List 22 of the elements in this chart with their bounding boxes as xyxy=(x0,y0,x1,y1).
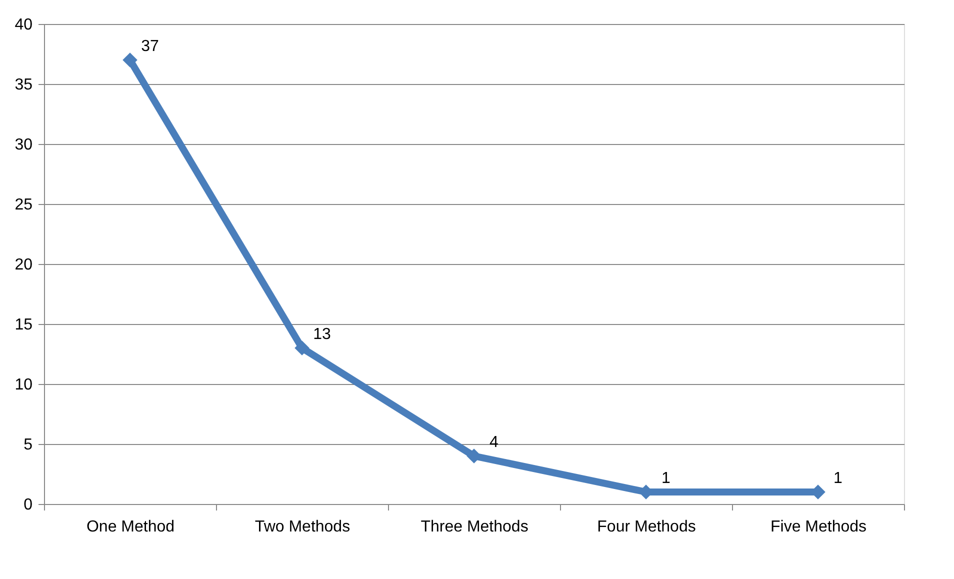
point xyxy=(466,448,482,464)
y-tick-label: 35 xyxy=(14,76,33,94)
data-label: 1 xyxy=(834,470,843,487)
data-label: 1 xyxy=(662,470,671,487)
point xyxy=(294,340,310,356)
y-tick-label: 20 xyxy=(14,256,33,274)
x-tick-label: Three Methods xyxy=(420,518,528,536)
x-tick-label: Four Methods xyxy=(597,518,696,536)
y-tick-label: 15 xyxy=(14,316,33,334)
point xyxy=(122,52,138,68)
y-tick-label: 5 xyxy=(24,436,33,454)
y-tick-label: 30 xyxy=(14,136,33,154)
y-tick-label: 0 xyxy=(24,496,33,514)
y-tick-label: 25 xyxy=(14,196,33,214)
x-tick-label: Five Methods xyxy=(770,518,867,536)
x-tick-label: One Method xyxy=(86,518,175,536)
x-tick-label: Two Methods xyxy=(254,518,350,536)
y-tick-label: 10 xyxy=(14,376,33,394)
y-tick-label: 40 xyxy=(14,16,33,34)
data-label: 13 xyxy=(313,326,331,343)
data-label: 37 xyxy=(141,38,159,55)
data-label: 4 xyxy=(490,434,499,451)
